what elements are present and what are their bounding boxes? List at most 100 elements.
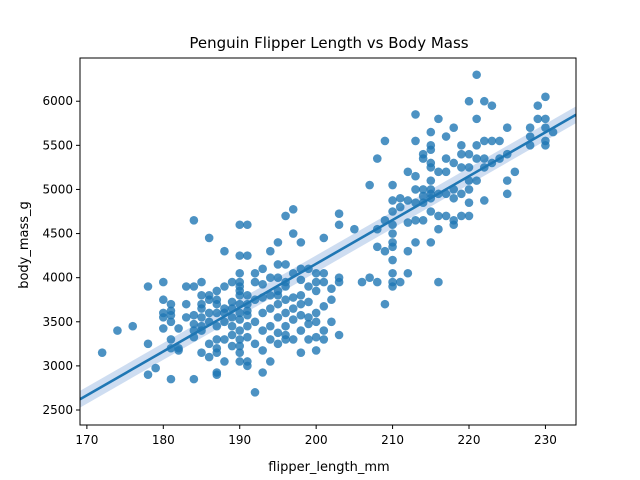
data-point xyxy=(288,229,298,238)
data-point xyxy=(235,291,245,300)
data-point xyxy=(472,154,481,163)
data-point xyxy=(250,268,260,278)
data-point xyxy=(288,205,298,214)
data-point xyxy=(457,141,466,150)
data-point xyxy=(235,335,245,344)
data-point xyxy=(235,282,245,291)
data-point xyxy=(212,343,222,353)
data-point xyxy=(403,218,413,227)
data-point xyxy=(227,277,237,287)
data-point xyxy=(502,189,512,199)
data-point xyxy=(434,114,443,124)
data-point xyxy=(388,255,397,265)
data-point xyxy=(411,136,420,146)
data-point xyxy=(472,176,481,185)
y-tick-label: 4000 xyxy=(42,271,73,285)
data-point xyxy=(296,275,306,285)
data-point xyxy=(472,70,481,80)
data-point xyxy=(441,211,451,221)
data-point xyxy=(266,246,275,256)
data-point xyxy=(159,313,168,322)
data-point xyxy=(418,191,428,201)
data-point xyxy=(479,136,489,146)
data-point xyxy=(327,284,336,294)
data-point xyxy=(266,304,275,313)
data-point xyxy=(479,196,489,205)
data-point xyxy=(434,211,443,221)
data-point xyxy=(388,196,397,205)
data-point xyxy=(258,346,267,355)
data-point xyxy=(212,308,222,318)
data-point xyxy=(426,238,436,247)
data-point xyxy=(288,335,298,344)
data-point xyxy=(235,220,245,230)
data-point xyxy=(502,123,512,132)
data-point xyxy=(212,335,222,344)
data-point xyxy=(434,224,443,234)
data-point xyxy=(311,286,321,296)
data-point xyxy=(388,207,397,216)
data-point xyxy=(464,211,474,221)
data-point xyxy=(334,220,344,230)
data-point xyxy=(411,216,420,225)
data-point xyxy=(479,96,489,106)
data-point xyxy=(502,176,512,185)
data-point xyxy=(457,149,466,159)
y-tick-label: 5000 xyxy=(42,182,73,196)
data-point xyxy=(403,268,413,278)
data-point xyxy=(464,96,474,106)
data-point xyxy=(181,299,191,309)
data-point xyxy=(227,341,237,351)
data-point xyxy=(365,180,374,190)
data-point xyxy=(449,216,459,225)
data-point xyxy=(304,297,313,307)
data-point xyxy=(304,319,313,329)
data-point xyxy=(372,154,382,163)
data-point xyxy=(258,368,267,377)
data-point xyxy=(258,279,267,289)
data-point xyxy=(212,295,222,305)
data-point xyxy=(189,374,199,384)
data-point xyxy=(395,202,405,212)
data-point xyxy=(189,216,199,225)
data-point xyxy=(197,277,206,287)
data-point xyxy=(296,291,306,300)
data-point xyxy=(487,136,497,146)
data-point xyxy=(319,268,329,278)
data-point xyxy=(212,321,222,331)
data-point xyxy=(204,339,214,349)
data-point xyxy=(411,185,420,194)
data-point xyxy=(159,324,168,333)
data-point xyxy=(166,310,176,320)
data-point xyxy=(426,127,436,137)
data-point xyxy=(327,317,336,327)
data-point xyxy=(464,149,474,159)
data-point xyxy=(113,326,122,335)
data-point xyxy=(220,317,229,327)
data-point xyxy=(235,308,245,318)
data-point xyxy=(426,141,436,150)
data-point xyxy=(227,330,237,340)
data-point xyxy=(273,339,283,349)
data-point xyxy=(388,229,397,238)
x-tick-label: 200 xyxy=(305,433,328,447)
data-point xyxy=(334,273,344,282)
data-point xyxy=(128,321,138,331)
data-point xyxy=(441,132,451,141)
data-point xyxy=(388,242,397,252)
data-point xyxy=(273,299,283,309)
data-point xyxy=(319,326,329,335)
data-point xyxy=(441,167,451,177)
data-point xyxy=(204,308,214,318)
y-tick-label: 5500 xyxy=(42,138,73,152)
data-point xyxy=(296,326,306,335)
data-point xyxy=(250,317,260,327)
data-point xyxy=(296,299,306,309)
data-point xyxy=(281,295,290,305)
data-point xyxy=(510,167,520,177)
data-point xyxy=(372,277,382,287)
data-point xyxy=(197,291,206,300)
data-point xyxy=(464,163,474,172)
data-point xyxy=(250,388,260,397)
data-point xyxy=(457,211,466,221)
